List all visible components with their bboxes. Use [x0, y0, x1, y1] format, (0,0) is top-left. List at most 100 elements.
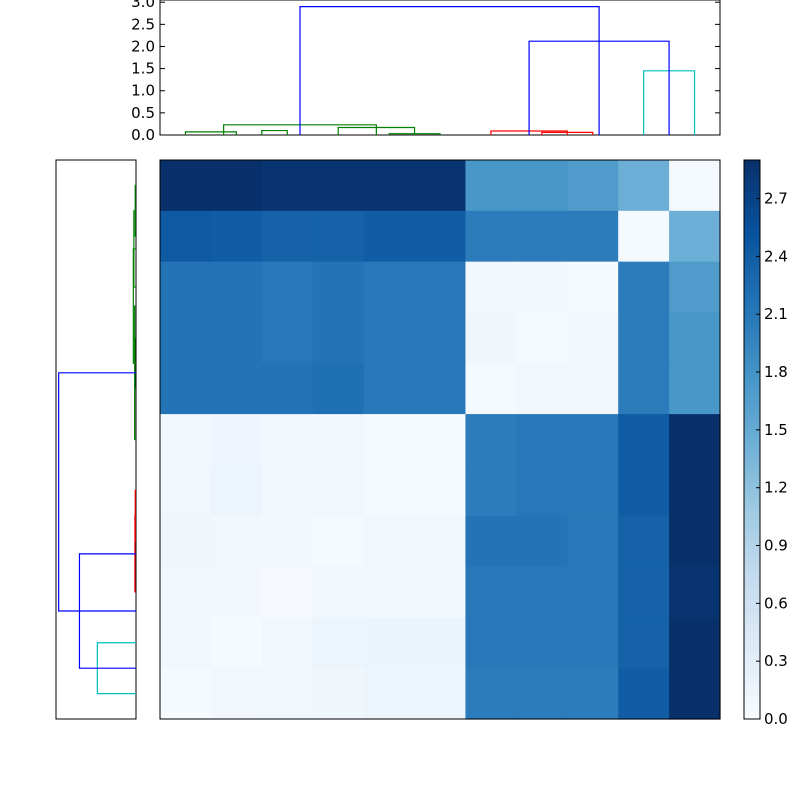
heatmap-cell: [261, 464, 314, 517]
heatmap-cell: [210, 312, 263, 364]
heatmap-cell: [160, 312, 212, 364]
colorbar-tick-label: 1.5: [764, 421, 788, 439]
heatmap-cell: [618, 617, 670, 669]
heatmap-cell: [210, 464, 263, 517]
heatmap-cell: [567, 312, 619, 364]
heatmap-cell: [669, 210, 721, 263]
heatmap-cell: [312, 515, 365, 568]
heatmap-cell: [567, 515, 619, 568]
heatmap-cell: [516, 210, 568, 263]
heatmap-cell: [465, 261, 517, 314]
heatmap-cell: [414, 617, 467, 669]
colorbar-bar: [743, 159, 761, 720]
heatmap-cell: [465, 414, 517, 466]
heatmap-cell: [618, 312, 670, 364]
heatmap-cell: [261, 617, 314, 669]
heatmap-cell: [363, 668, 416, 720]
colorbar-tick-label: 1.2: [764, 479, 788, 497]
heatmap-cell: [210, 210, 263, 263]
heatmap-cell: [669, 566, 721, 618]
heatmap-cell: [414, 668, 467, 720]
heatmap-cell: [516, 668, 568, 720]
heatmap-cell: [618, 160, 670, 212]
top-dendrogram-ytick-label: 0.5: [131, 104, 155, 122]
heatmap-cell: [160, 515, 212, 568]
heatmap-cell: [312, 464, 365, 517]
heatmap-cell: [160, 363, 212, 415]
top-dendrogram-frame: [159, 0, 721, 136]
heatmap-cell: [312, 617, 365, 669]
top-dendrogram-link-9: [299, 6, 600, 135]
heatmap-cell: [618, 515, 670, 568]
heatmap-cell: [669, 464, 721, 517]
heatmap-cell: [669, 160, 721, 212]
heatmap-cell: [669, 363, 721, 415]
heatmap-cell: [160, 464, 212, 517]
heatmap-cell: [465, 464, 517, 517]
heatmap-cell: [567, 414, 619, 466]
colorbar-tick-label: 2.4: [764, 247, 788, 265]
heatmap-cell: [414, 464, 467, 517]
colorbar-tick-label: 2.7: [764, 190, 788, 208]
heatmap-cell: [618, 668, 670, 720]
heatmap-cell: [261, 210, 314, 263]
heatmap-cell: [516, 414, 568, 466]
heatmap-cell: [516, 617, 568, 669]
heatmap-cell: [261, 566, 314, 618]
heatmap-cell: [210, 668, 263, 720]
heatmap-cell: [312, 668, 365, 720]
heatmap-cell: [363, 414, 416, 466]
heatmap-cell: [160, 617, 212, 669]
heatmap-cell: [312, 261, 365, 314]
heatmap-cell: [618, 414, 670, 466]
heatmap-cell: [465, 566, 517, 618]
heatmap-cell: [160, 160, 212, 212]
heatmap-cell: [160, 566, 212, 618]
top-dendrogram-ytick-label: 3.0: [131, 0, 155, 11]
heatmap-cell: [567, 363, 619, 415]
colorbar-tick-label: 0.9: [764, 537, 788, 555]
heatmap-cell: [669, 668, 721, 720]
heatmap-cell: [516, 464, 568, 517]
heatmap-cell: [363, 160, 416, 212]
top-dendrogram-ytick-label: 2.0: [131, 37, 155, 55]
heatmap-cell: [465, 617, 517, 669]
left-dendrogram: [55, 159, 137, 720]
heatmap-cell: [465, 312, 517, 364]
heatmap-cell: [618, 210, 670, 263]
left-dendrogram-link-9: [58, 372, 136, 612]
heatmap: [159, 159, 721, 720]
top-dendrogram-ytick-label: 2.5: [131, 15, 155, 33]
heatmap-cell: [465, 160, 517, 212]
heatmap-cell: [618, 261, 670, 314]
heatmap-cell: [363, 464, 416, 517]
heatmap-cell: [618, 363, 670, 415]
heatmap-cell: [363, 261, 416, 314]
heatmap-cell: [363, 210, 416, 263]
heatmap-cell: [465, 668, 517, 720]
heatmap-cell: [312, 566, 365, 618]
colorbar-tick-label: 1.8: [764, 363, 788, 381]
heatmap-cell: [567, 668, 619, 720]
left-dendrogram-frame: [55, 159, 137, 720]
top-dendrogram-ytick-label: 0.0: [131, 126, 155, 144]
heatmap-cell: [210, 261, 263, 314]
colorbar-tick-label: 0.0: [764, 710, 788, 728]
heatmap-cell: [261, 414, 314, 466]
top-dendrogram-link-2: [261, 129, 288, 135]
top-dendrogram-ytick-label: 1.5: [131, 60, 155, 78]
heatmap-cell: [210, 566, 263, 618]
heatmap-cell: [414, 414, 467, 466]
heatmap-cell: [516, 566, 568, 618]
top-dendrogram-ytick-label: 1.0: [131, 82, 155, 100]
colorbar-tick-label: 0.6: [764, 594, 788, 612]
heatmap-cell: [669, 414, 721, 466]
heatmap-cell: [160, 210, 212, 263]
heatmap-cell: [261, 160, 314, 212]
heatmap-cell: [567, 464, 619, 517]
heatmap-cell: [312, 414, 365, 466]
heatmap-cell: [363, 566, 416, 618]
heatmap-cell: [312, 363, 365, 415]
heatmap-cell: [160, 261, 212, 314]
